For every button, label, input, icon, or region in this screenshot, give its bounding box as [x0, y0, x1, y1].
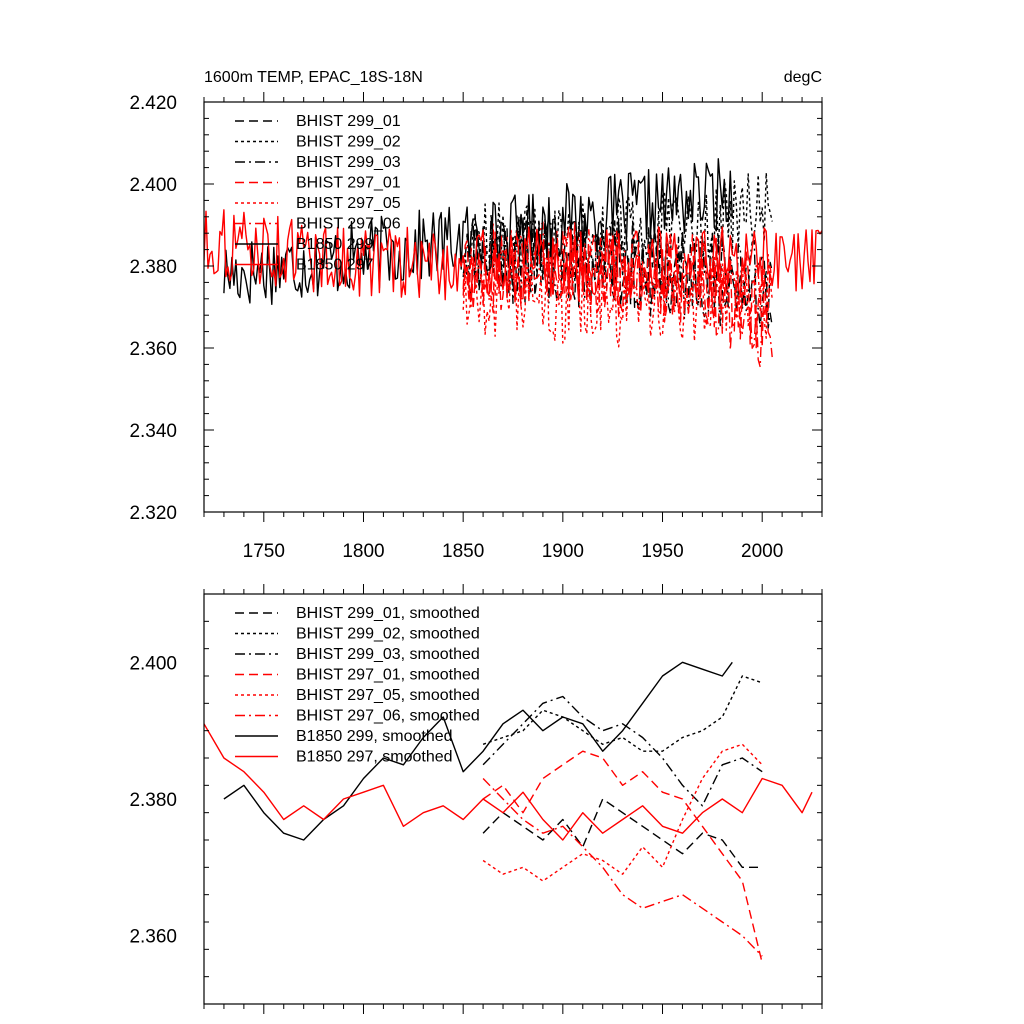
- legend-label: BHIST 299_02: [296, 134, 401, 151]
- y-tick-label: 2.380: [129, 257, 177, 278]
- plot-frame: [203, 101, 823, 513]
- legend: BHIST 299_01, smoothed BHIST 299_02, smoo…: [235, 605, 480, 766]
- legend-entry: B1850 297, smoothed: [235, 749, 453, 766]
- series-line: [223, 661, 733, 841]
- legend-entry: BHIST 297_05, smoothed: [235, 687, 480, 704]
- legend-label: BHIST 297_05, smoothed: [296, 687, 480, 704]
- legend-label: B1850 299, smoothed: [296, 728, 453, 745]
- plot-frame: [203, 593, 823, 1005]
- legend-entry: BHIST 299_03, smoothed: [235, 646, 480, 663]
- y-tick-label: 2.360: [129, 927, 177, 948]
- legend: BHIST 299_01 BHIST 299_02 BHIST 299_03 BHIS…: [235, 113, 401, 274]
- units-label: degC: [784, 69, 822, 86]
- raw-temperature-panel: 1600m TEMP, EPAC_18S-18N degC 1750 1800 18…: [129, 69, 823, 562]
- x-tick-label: 1800: [342, 541, 384, 562]
- legend-entry: B1850 299, smoothed: [235, 728, 453, 745]
- chart-title: 1600m TEMP, EPAC_18S-18N: [204, 69, 423, 86]
- y-tick-label: 2.340: [129, 421, 177, 442]
- legend-entry: BHIST 299_01, smoothed: [235, 605, 480, 622]
- legend-entry: BHIST 297_05: [235, 195, 401, 212]
- legend-entry: BHIST 297_01, smoothed: [235, 667, 480, 684]
- legend-label: B1850 297, smoothed: [296, 749, 453, 766]
- y-tick-label: 2.380: [129, 790, 177, 811]
- legend-label: BHIST 297_06, smoothed: [296, 708, 480, 725]
- legend-entry: BHIST 297_01: [235, 175, 401, 192]
- y-tick-label: 2.320: [129, 503, 177, 524]
- legend-entry: B1850 297: [235, 257, 374, 274]
- legend-label: BHIST 297_06: [296, 216, 401, 233]
- x-tick-label: 1850: [442, 541, 484, 562]
- series-line: [482, 675, 763, 752]
- series-line: [204, 209, 822, 303]
- axes: 2.360 2.380 2.400: [129, 584, 823, 1014]
- legend-entry: BHIST 297_06, smoothed: [235, 708, 480, 725]
- x-tick-label: 1950: [641, 541, 683, 562]
- legend-entry: BHIST 297_06: [235, 216, 401, 233]
- y-tick-label: 2.400: [129, 175, 177, 196]
- series-line: [482, 750, 763, 964]
- y-tick-label: 2.420: [129, 93, 177, 114]
- legend-label: BHIST 299_01: [296, 113, 401, 130]
- legend-label: B1850 299: [296, 236, 374, 253]
- x-tick-label: 1900: [542, 541, 584, 562]
- plot-area: [204, 158, 822, 368]
- series-line: [482, 778, 763, 957]
- x-tick-label: 2000: [741, 541, 783, 562]
- series-line: [482, 743, 763, 882]
- plot-area: [204, 661, 813, 964]
- legend-label: BHIST 297_05: [296, 195, 401, 212]
- y-tick-label: 2.360: [129, 339, 177, 360]
- y-tick-label: 2.400: [129, 653, 177, 674]
- legend-label: BHIST 299_01, smoothed: [296, 605, 480, 622]
- series-line: [462, 221, 773, 368]
- legend-label: BHIST 299_02, smoothed: [296, 626, 480, 643]
- legend-label: BHIST 299_03: [296, 154, 401, 171]
- series-line: [223, 158, 733, 305]
- series-line: [482, 798, 763, 868]
- legend-label: BHIST 299_03, smoothed: [296, 646, 480, 663]
- series-line: [204, 723, 813, 841]
- legend-entry: BHIST 299_03: [235, 154, 401, 171]
- x-tick-label: 1750: [243, 541, 285, 562]
- legend-entry: BHIST 299_02, smoothed: [235, 626, 480, 643]
- legend-label: BHIST 297_01: [296, 175, 401, 192]
- legend-entry: BHIST 299_02: [235, 134, 401, 151]
- legend-entry: BHIST 299_01: [235, 113, 401, 130]
- legend-label: BHIST 297_01, smoothed: [296, 667, 480, 684]
- axes: 1750 1800 1850 1900 1950 2000 2.320 2.340 2.360 2…: [129, 92, 823, 562]
- legend-label: B1850 297: [296, 257, 374, 274]
- legend-entry: B1850 299: [235, 236, 374, 253]
